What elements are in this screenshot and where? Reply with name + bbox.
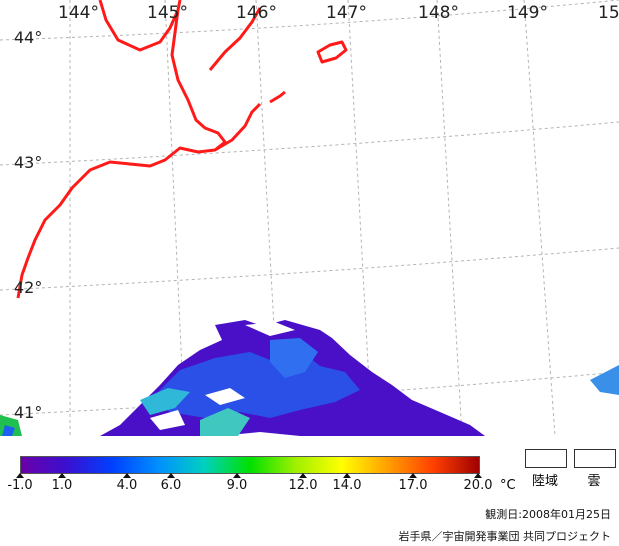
colorbar-tick-label: 20.0 (463, 478, 493, 493)
tick-mark (233, 473, 241, 478)
lat-label-42: 42° (14, 278, 43, 297)
habomai-islets (269, 90, 286, 104)
sst-patch-cyan2 (200, 408, 250, 436)
colorbar-tick-label: 12.0 (288, 478, 318, 493)
shikotan-island (316, 40, 348, 64)
sst-field (0, 320, 619, 436)
colorbar-tick-label: 17.0 (398, 478, 428, 493)
tick-mark (123, 473, 131, 478)
colorbar-tick-label: 9.0 (226, 478, 248, 493)
cloud-gap-3 (150, 410, 185, 430)
credit-line: 岩手県／宇宙開発事業団 共同プロジェクト (398, 530, 612, 543)
tick-mark (58, 473, 66, 478)
nemuro-peninsula (214, 102, 262, 152)
tick-mark (474, 473, 482, 478)
tick-mark (167, 473, 175, 478)
lat-label-44: 44° (14, 28, 43, 47)
tick-mark (409, 473, 417, 478)
cloud-gap-1 (245, 322, 295, 336)
sst-patch-cyan (140, 388, 190, 415)
colorbar-tick-label: 1.0 (51, 478, 73, 493)
parallel-42 (0, 247, 619, 291)
tick-mark (343, 473, 351, 478)
land-legend-label: 陸域 (531, 474, 558, 489)
lat-label-41: 41° (14, 403, 43, 422)
parallel-44 (0, 0, 619, 41)
meridian-147 (347, 0, 373, 437)
graticule (0, 0, 619, 437)
shiretoko-peninsula (208, 7, 262, 71)
tick-mark (299, 473, 307, 478)
colorbar-tick-label: -1.0 (7, 478, 33, 493)
lon-label-144: 144° (58, 3, 99, 23)
cloud-legend-label: 雲 (587, 474, 601, 489)
lon-label-145: 145° (147, 3, 188, 23)
colorbar-tick-label: 6.0 (160, 478, 182, 493)
sst-patch-blue2 (270, 338, 318, 378)
hokkaido-coast (16, 0, 227, 299)
colorbar-unit: °C (500, 478, 516, 493)
colorbar-tick-label: 14.0 (332, 478, 362, 493)
lon-label-149: 149° (507, 3, 548, 23)
sst-colorbar (20, 456, 480, 474)
meridian-146 (255, 0, 281, 437)
parallel-43 (0, 121, 619, 166)
land-legend-swatch (525, 449, 567, 468)
lon-label-148: 148° (418, 3, 459, 23)
meridian-148 (436, 0, 463, 437)
lat-label-43: 43° (14, 153, 43, 172)
coastline (16, 0, 348, 299)
observation-date: 観測日:2008年01月25日 (485, 508, 611, 521)
tick-mark (16, 473, 24, 478)
cloud-gap-2 (205, 388, 245, 405)
lon-label-150: 15 (598, 3, 619, 23)
colorbar-tick-label: 4.0 (116, 478, 138, 493)
cloud-legend-swatch (574, 449, 616, 468)
lon-label-147: 147° (326, 3, 367, 23)
meridian-149 (523, 0, 556, 437)
sst-patch-left2 (2, 425, 15, 436)
lon-label-146: 146° (236, 3, 277, 23)
meridian-145 (164, 0, 186, 437)
parallel-41 (0, 371, 619, 416)
sst-patch-right (590, 365, 619, 395)
